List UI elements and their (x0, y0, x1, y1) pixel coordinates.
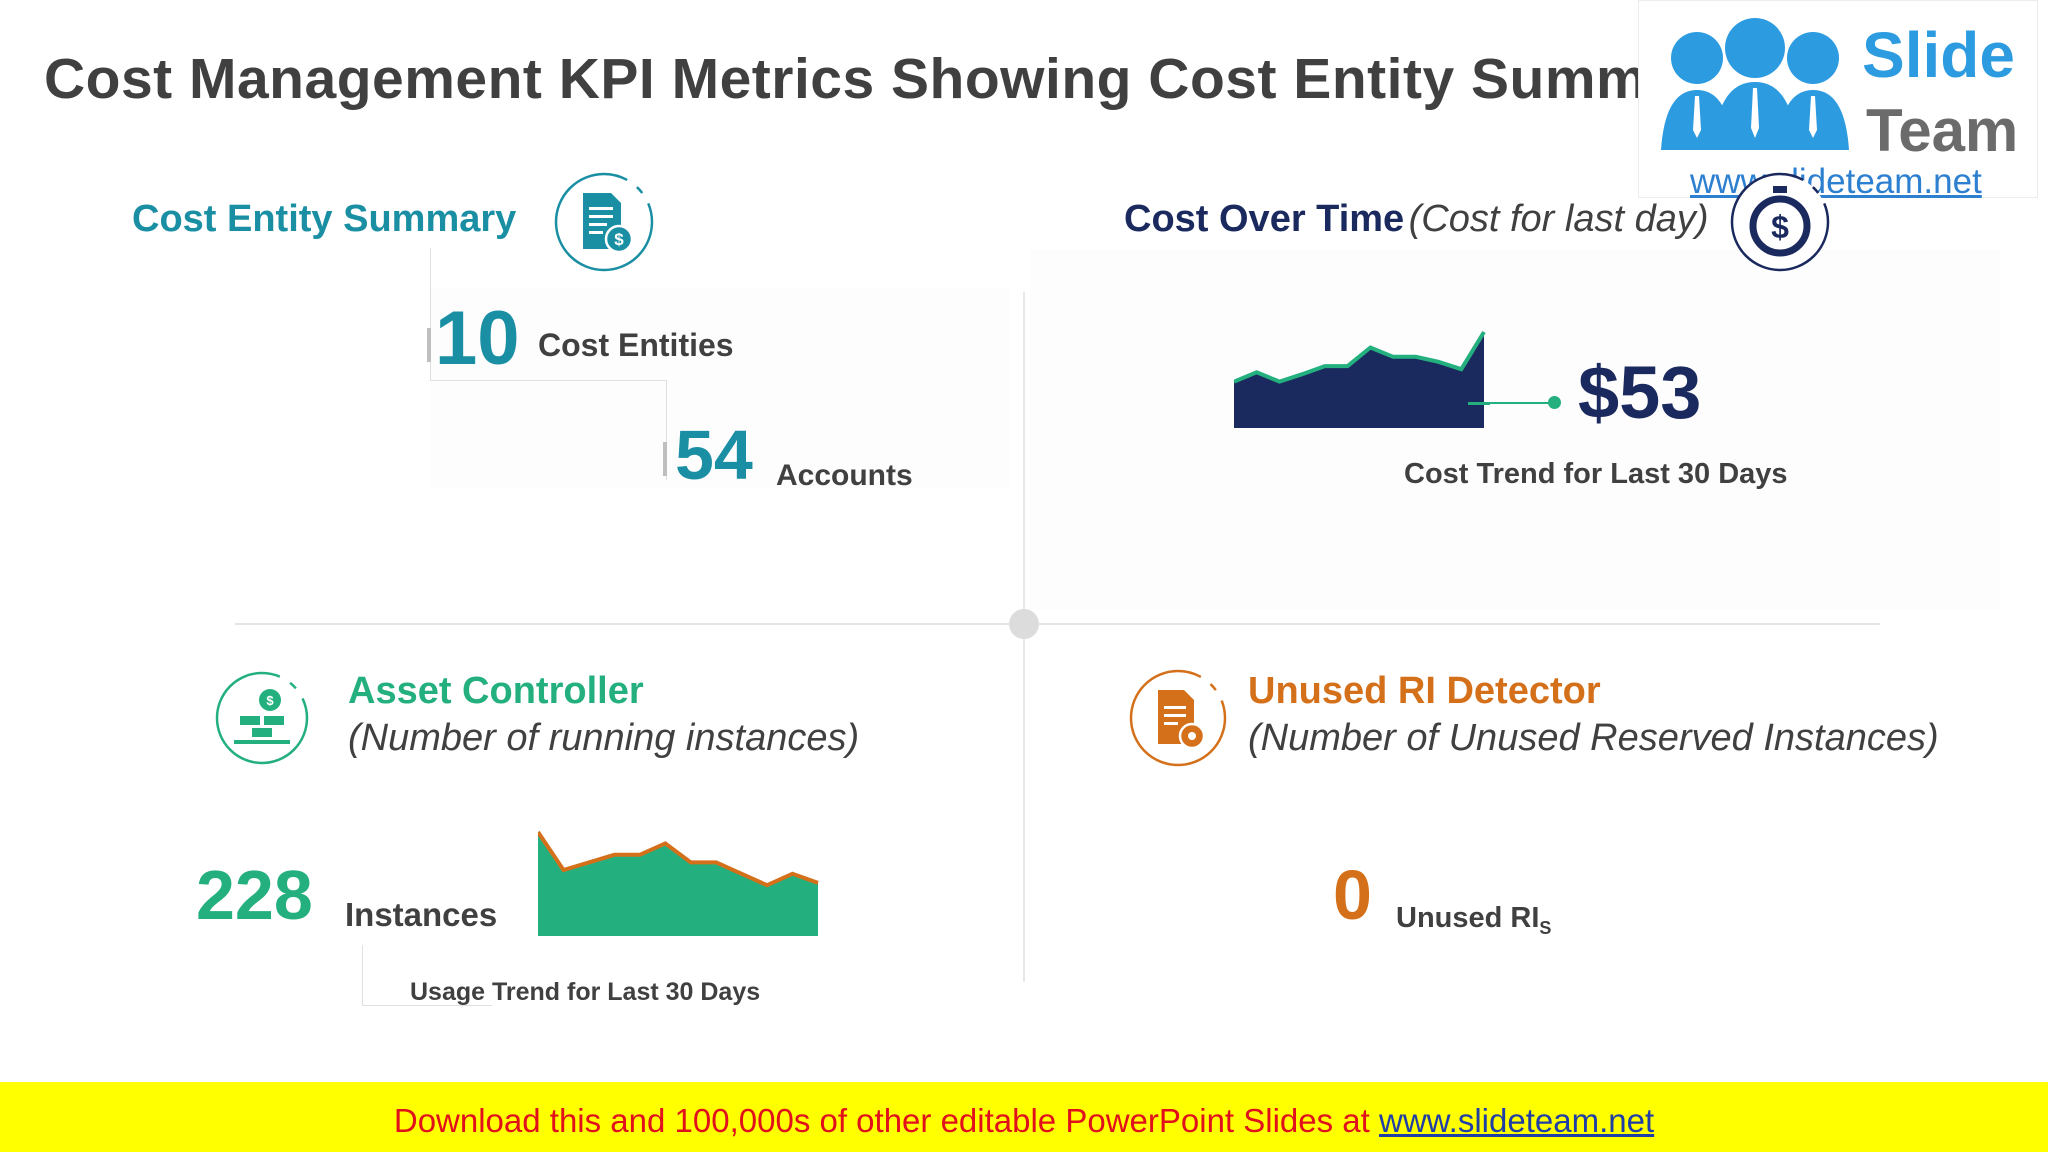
footer-message: Download this and 100,000s of other edit… (393, 1102, 1379, 1139)
logo-slide-text: Slide (1862, 19, 2015, 91)
unused-ri-subtitle: (Number of Unused Reserved Instances) (1248, 717, 1939, 759)
team-people-icon (1661, 18, 1849, 150)
logo-url-link[interactable]: www.slideteam.net (1690, 162, 1982, 201)
connector-line (430, 248, 431, 380)
unused-ri-value: 0 (1333, 856, 1372, 934)
accounts-label: Accounts (776, 459, 913, 492)
cost-trend-sparkline (1234, 330, 1490, 428)
instances-value: 228 (196, 856, 313, 934)
usage-trend-sparkline (538, 830, 819, 936)
connector-line (362, 945, 363, 1005)
value-pointer-dot (1548, 396, 1561, 409)
unused-ri-label-sub: S (1539, 917, 1552, 938)
svg-text:$: $ (1771, 209, 1789, 245)
stopwatch-dollar-icon: $ (1730, 172, 1830, 272)
accent-tick (663, 442, 667, 476)
unused-ri-label-text: Unused RI (1396, 902, 1540, 934)
footer-bar (0, 1082, 2048, 1152)
footer-link[interactable]: www.slideteam.net (1379, 1102, 1655, 1139)
cost-value: $53 (1578, 351, 1702, 434)
logo-team-text: Team (1866, 97, 2019, 164)
document-dollar-icon: $ (554, 172, 654, 272)
unused-ri-title: Unused RI Detector (1248, 670, 1601, 712)
panel-bg-tl (430, 288, 1010, 488)
document-gear-icon (1129, 669, 1227, 767)
cost-over-time-heading: Cost Over Time (Cost for last day) (1124, 198, 1709, 241)
svg-text:$: $ (266, 693, 274, 708)
panel-bg-tr (1030, 250, 2000, 610)
cost-over-time-title: Cost Over Time (1124, 198, 1405, 240)
connector-line (666, 380, 667, 480)
cost-over-time-subtitle: (Cost for last day) (1408, 198, 1709, 240)
cost-trend-label: Cost Trend for Last 30 Days (1404, 458, 1788, 490)
page-title: Cost Management KPI Metrics Showing Cost… (44, 47, 1735, 111)
cost-entities-label: Cost Entities (538, 327, 734, 363)
unused-ri-label: Unused RIS (1396, 902, 1551, 939)
usage-trend-label: Usage Trend for Last 30 Days (410, 978, 761, 1006)
connector-line (362, 1005, 492, 1006)
footer-text: Download this and 100,000s of other edit… (0, 1102, 2048, 1140)
cost-entities-value: 10 (435, 296, 520, 381)
coins-stack-icon: $ (215, 671, 309, 765)
asset-controller-subtitle: (Number of running instances) (348, 717, 860, 759)
center-dot (1009, 609, 1039, 639)
instances-label: Instances (345, 896, 498, 933)
value-pointer-line (1468, 402, 1553, 404)
connector-line (430, 380, 666, 381)
asset-controller-title: Asset Controller (348, 670, 644, 712)
svg-text:$: $ (614, 230, 624, 249)
accounts-value: 54 (675, 416, 753, 494)
cost-entity-summary-title: Cost Entity Summary (132, 198, 517, 240)
horizontal-divider (235, 623, 1880, 625)
accent-tick (427, 328, 431, 362)
